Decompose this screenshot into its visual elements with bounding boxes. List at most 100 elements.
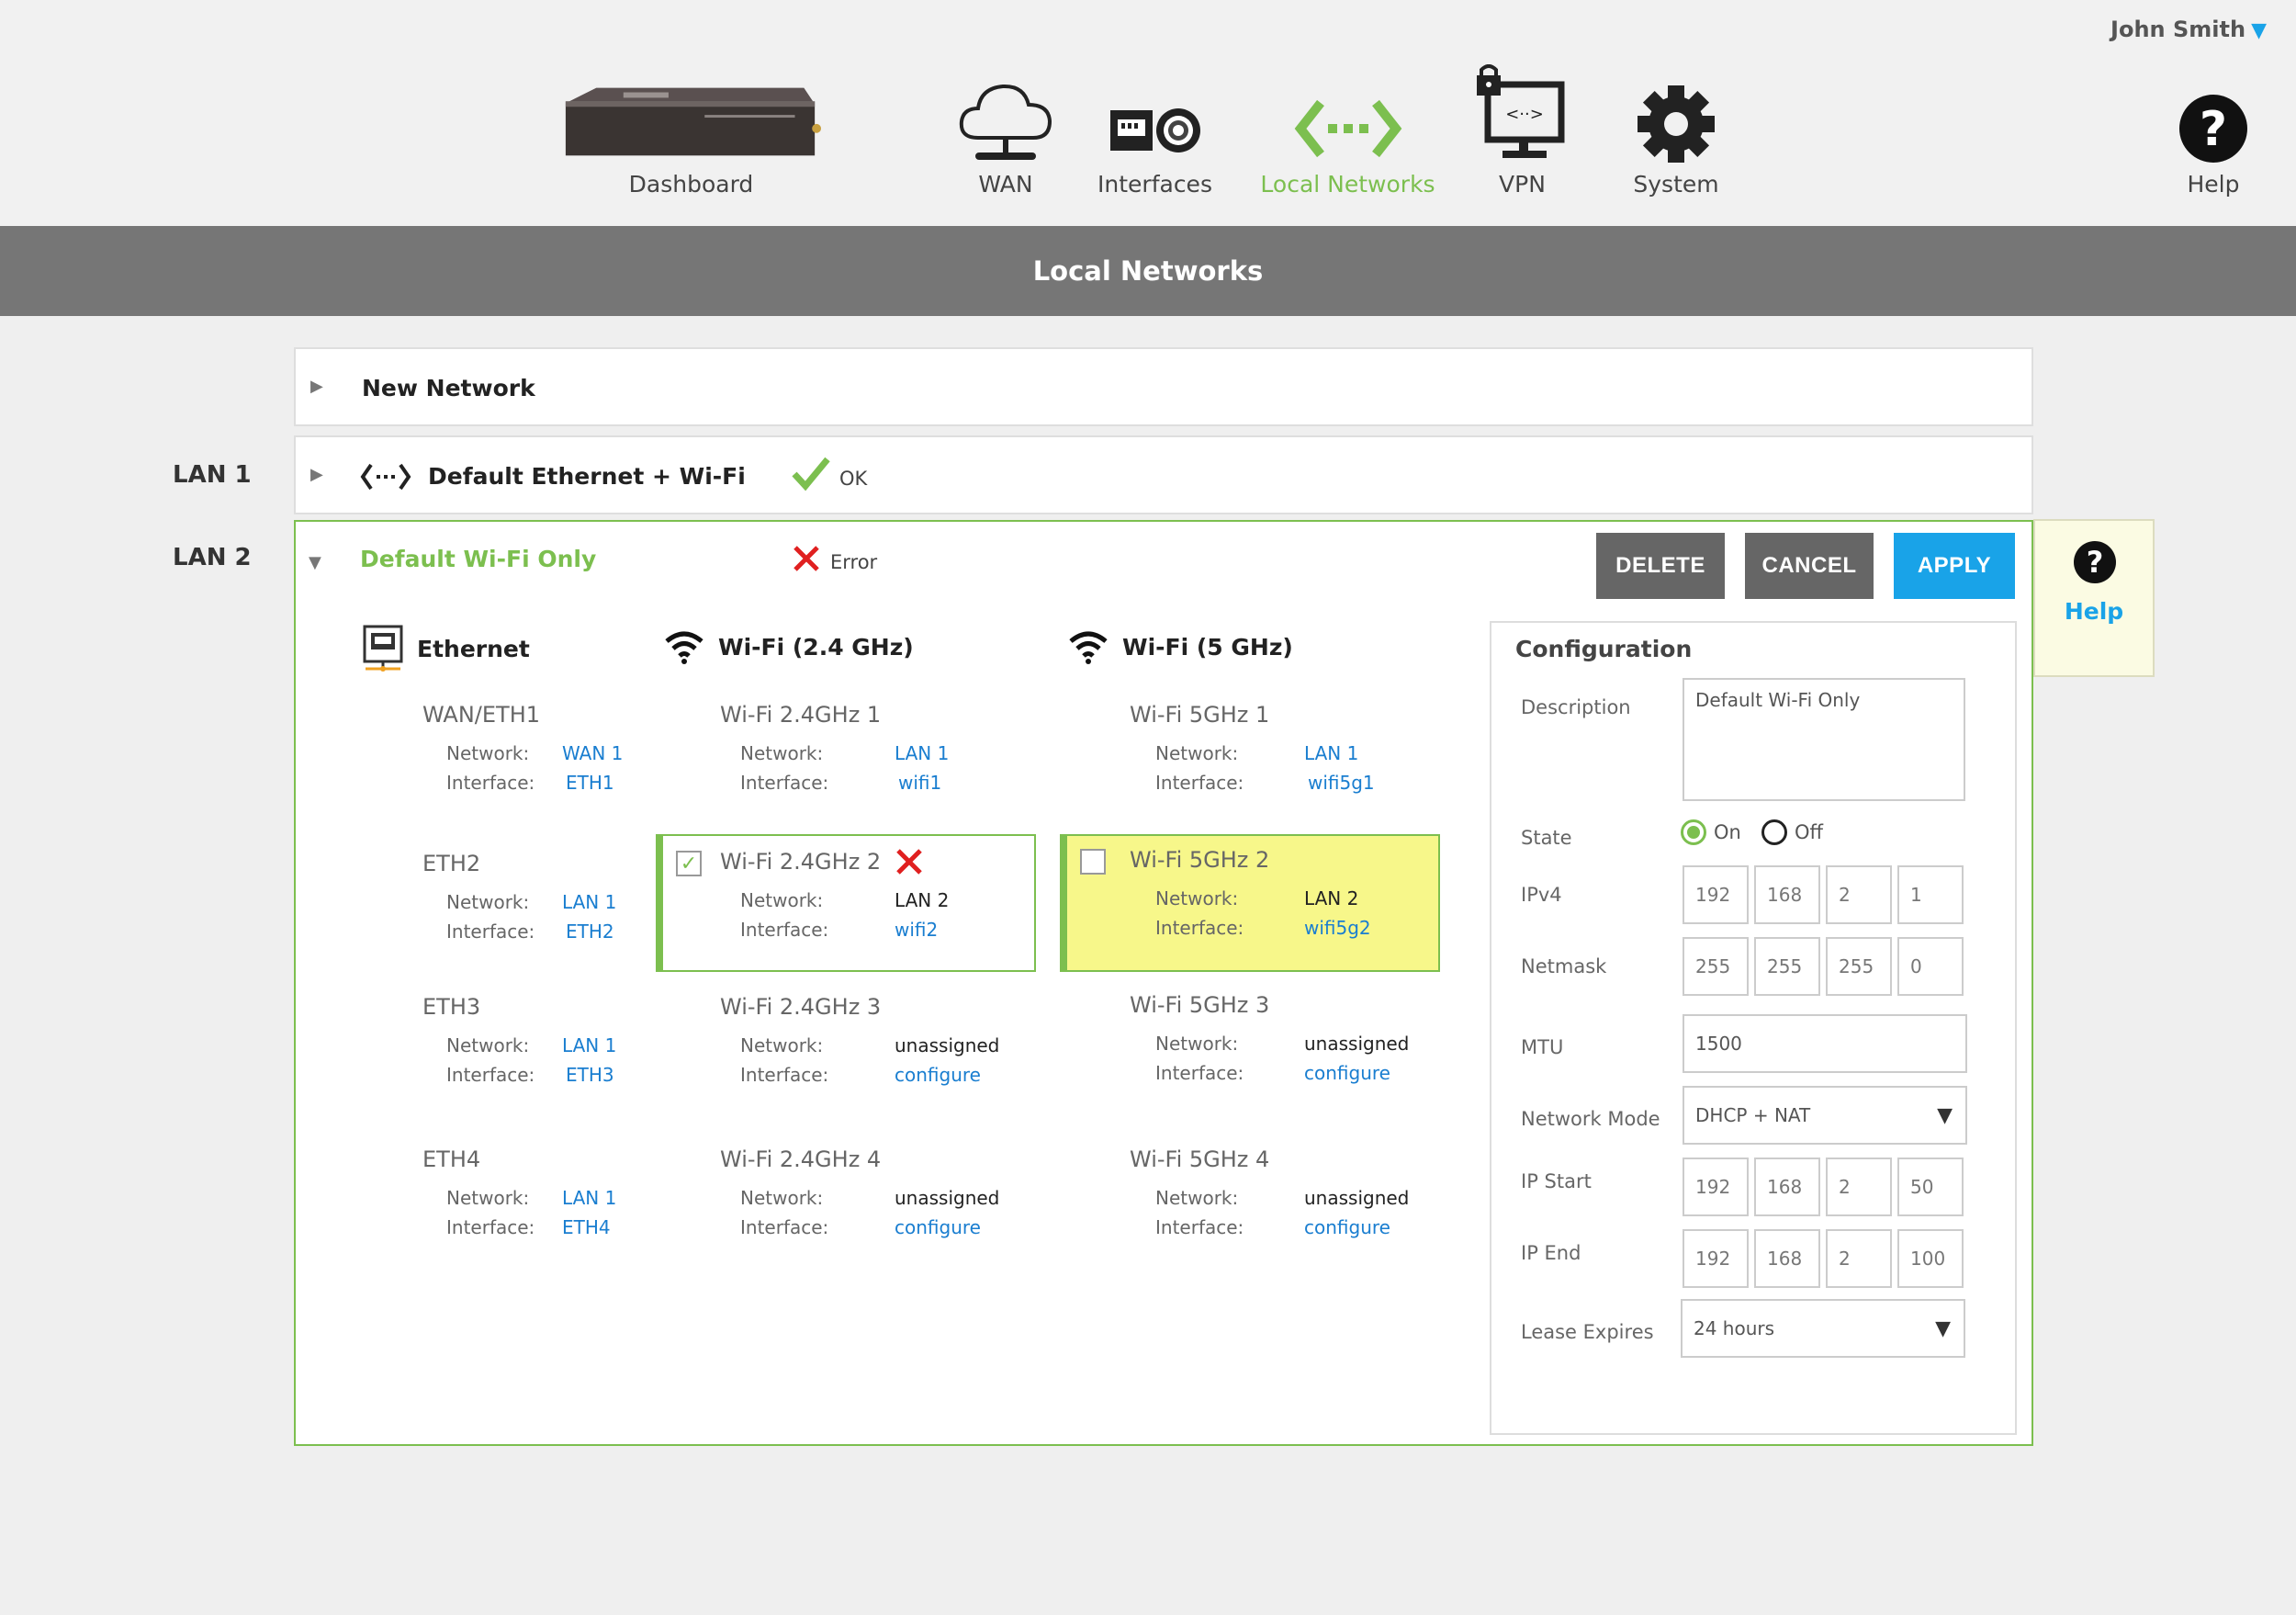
svg-text:?: ? (2200, 102, 2227, 157)
user-menu[interactable]: John Smith ▼ (2110, 17, 2267, 42)
wifi2-checkbox[interactable]: ✓ (676, 851, 702, 876)
expand-triangle-icon[interactable]: ▶ (310, 377, 323, 396)
configure-link[interactable]: configure (1304, 1062, 1390, 1084)
collapse-triangle-icon[interactable]: ▼ (309, 553, 321, 572)
help-button[interactable]: ? Help (2167, 55, 2259, 198)
ethernet-column-header: Ethernet (362, 625, 530, 672)
column-title: Wi-Fi (2.4 GHz) (718, 633, 914, 661)
ip-end-label: IP End (1521, 1242, 1581, 1264)
nav-dashboard[interactable]: Dashboard (560, 55, 822, 198)
nav-vpn[interactable]: <··> VPN (1465, 55, 1580, 198)
radio-unchecked-icon (1761, 819, 1787, 845)
nav-label: Local Networks (1260, 171, 1435, 198)
lan1-row[interactable]: ▶ Default Ethernet + Wi-Fi OK (294, 435, 2033, 514)
interface-link[interactable]: ETH4 (562, 1216, 611, 1238)
interface-block: WAN/ETH1 Network: WAN 1 Interface: ETH1 (422, 702, 624, 794)
interface-link[interactable]: ETH1 (566, 772, 614, 794)
network-value: unassigned (895, 1034, 1000, 1056)
configure-link[interactable]: configure (1304, 1216, 1390, 1238)
interface-block: ETH3 Network: LAN 1 Interface: ETH3 (422, 994, 617, 1086)
network-link[interactable]: LAN 1 (562, 891, 617, 913)
interface-block: ETH4 Network: LAN 1 Interface: ETH4 (422, 1146, 617, 1238)
interface-link[interactable]: ETH2 (566, 920, 614, 943)
interface-link[interactable]: ETH3 (566, 1064, 614, 1086)
ip-end-octet-4[interactable]: 100 (1897, 1229, 1964, 1288)
side-help-panel[interactable]: ? Help (2033, 519, 2155, 677)
status-text: OK (839, 468, 868, 490)
nav-system[interactable]: System (1616, 55, 1736, 198)
wifi5g2-checkbox[interactable] (1080, 849, 1106, 875)
delete-button[interactable]: DELETE (1596, 533, 1725, 599)
interface-block: Wi-Fi 5GHz 1 Network: LAN 1 Interface: wif… (1130, 702, 1375, 794)
cancel-button[interactable]: CANCEL (1745, 533, 1874, 599)
apply-button[interactable]: APPLY (1894, 533, 2015, 599)
network-value: unassigned (1304, 1033, 1410, 1055)
mtu-input[interactable]: 1500 (1683, 1014, 1967, 1073)
nav-label: System (1633, 171, 1719, 198)
configure-link[interactable]: configure (895, 1064, 981, 1086)
expand-triangle-icon[interactable]: ▶ (310, 465, 323, 484)
ipv4-octet-2[interactable]: 168 (1754, 865, 1820, 924)
ip-start-octet-1[interactable]: 192 (1683, 1158, 1749, 1216)
mtu-label: MTU (1521, 1036, 1564, 1058)
nav-local-networks[interactable]: Local Networks (1254, 55, 1442, 198)
nav-wan[interactable]: WAN (937, 55, 1075, 198)
ipv4-octet-1[interactable]: 192 (1683, 865, 1749, 924)
configure-link[interactable]: configure (895, 1216, 981, 1238)
netmask-octet-1[interactable]: 255 (1683, 937, 1749, 996)
network-link[interactable]: LAN 1 (895, 742, 950, 764)
network-link[interactable]: LAN 1 (562, 1034, 617, 1056)
interface-block: Wi-Fi 5GHz 4 Network: unassigned Interfac… (1130, 1146, 1410, 1238)
interface-link[interactable]: wifi1 (898, 772, 942, 794)
interface-block: Wi-Fi 2.4GHz 3 Network: unassigned Interf… (720, 994, 1000, 1086)
network-link[interactable]: WAN 1 (562, 742, 624, 764)
lan2-panel: ▼ Default Wi-Fi Only Error DELETE CANCEL… (294, 520, 2033, 1446)
page-title: Local Networks (0, 226, 2296, 316)
network-link[interactable]: LAN 1 (1304, 742, 1359, 764)
network-mode-select[interactable]: DHCP + NAT ▼ (1683, 1086, 1967, 1145)
ipv4-octet-4[interactable]: 1 (1897, 865, 1964, 924)
state-on-radio[interactable]: On (1681, 819, 1741, 845)
network-mode-label: Network Mode (1521, 1108, 1660, 1130)
description-input[interactable]: Default Wi-Fi Only (1683, 678, 1965, 801)
ipv4-octet-3[interactable]: 2 (1826, 865, 1892, 924)
network-link[interactable]: LAN 1 (562, 1187, 617, 1209)
ip-start-octet-4[interactable]: 50 (1897, 1158, 1964, 1216)
netmask-octet-3[interactable]: 255 (1826, 937, 1892, 996)
lease-expires-select[interactable]: 24 hours ▼ (1681, 1299, 1965, 1358)
dropdown-arrow-icon: ▼ (1937, 1104, 1953, 1127)
user-name: John Smith (2110, 17, 2246, 42)
lan1-label: LAN 1 (173, 461, 252, 489)
description-label: Description (1521, 696, 1631, 718)
highlighted-interface-box (1060, 834, 1440, 972)
ethernet-port-icon (1084, 55, 1226, 165)
ip-start-octet-3[interactable]: 2 (1826, 1158, 1892, 1216)
interface-block: Wi-Fi 5GHz 3 Network: unassigned Interfac… (1130, 992, 1410, 1084)
ip-end-octet-3[interactable]: 2 (1826, 1229, 1892, 1288)
status-ok: OK (792, 456, 867, 492)
ip-start-octet-2[interactable]: 168 (1754, 1158, 1820, 1216)
nav-label: WAN (978, 171, 1033, 198)
status-error: Error (792, 544, 877, 573)
ip-end-octet-2[interactable]: 168 (1754, 1229, 1820, 1288)
network-value: unassigned (895, 1187, 1000, 1209)
netmask-octet-4[interactable]: 0 (1897, 937, 1964, 996)
svg-text:?: ? (2087, 545, 2104, 580)
wifi24-column-header: Wi-Fi (2.4 GHz) (663, 628, 914, 665)
dropdown-arrow-icon: ▼ (1935, 1317, 1951, 1340)
interface-link[interactable]: wifi5g2 (1304, 917, 1371, 939)
column-title: Ethernet (417, 635, 530, 662)
netmask-octet-2[interactable]: 255 (1754, 937, 1820, 996)
interface-link[interactable]: wifi5g1 (1308, 772, 1375, 794)
wifi-icon (665, 631, 703, 664)
nav-interfaces[interactable]: Interfaces (1084, 55, 1226, 198)
side-help-label: Help (2064, 598, 2124, 625)
state-off-radio[interactable]: Off (1761, 819, 1823, 845)
gear-icon (1616, 55, 1736, 165)
interface-block: Wi-Fi 2.4GHz 4 Network: unassigned Interf… (720, 1146, 1000, 1238)
svg-text:<··>: <··> (1505, 105, 1544, 124)
ip-end-octet-1[interactable]: 192 (1683, 1229, 1749, 1288)
interface-link[interactable]: wifi2 (895, 919, 939, 941)
nav-label: Interfaces (1097, 171, 1212, 198)
new-network-row[interactable]: ▶ New Network (294, 347, 2033, 426)
